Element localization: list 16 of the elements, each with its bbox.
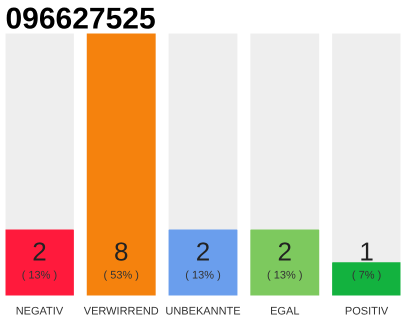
data-label: 2 <box>32 236 47 266</box>
x-tick-label: VERWIRREND <box>84 306 159 318</box>
data-label: 2 <box>196 236 210 266</box>
annotation: ( 13% ) <box>267 270 303 282</box>
annotation: ( 13% ) <box>22 270 58 282</box>
x-tick-label: POSITIV <box>344 306 389 318</box>
annotation: ( 13% ) <box>185 270 221 282</box>
annotation: ( 53% ) <box>103 270 139 282</box>
x-tick-label: UNBEKANNTE <box>165 306 241 318</box>
data-label: 2 <box>278 236 292 266</box>
annotation: ( 7% ) <box>352 270 382 282</box>
x-tick-label: NEGATIV <box>16 306 64 318</box>
data-label: 8 <box>114 236 128 266</box>
data-label: 1 <box>359 236 374 266</box>
chart-title: 096627525 <box>6 2 156 36</box>
x-tick-label: EGAL <box>270 306 300 318</box>
